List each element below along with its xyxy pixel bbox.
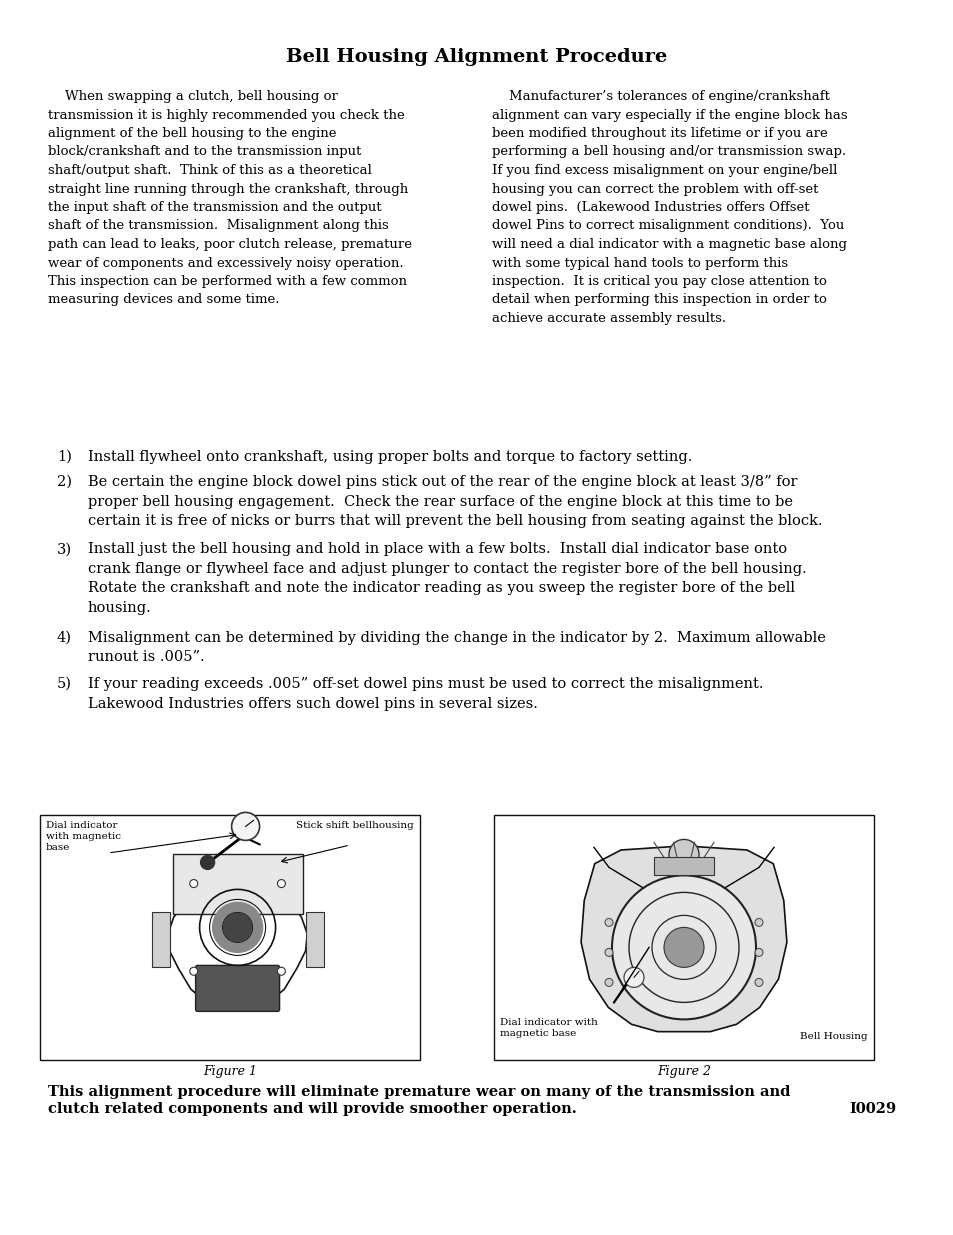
Text: 5): 5) xyxy=(57,677,71,692)
Text: Misalignment can be determined by dividing the change in the indicator by 2.  Ma: Misalignment can be determined by dividi… xyxy=(88,631,825,664)
Text: Figure 1: Figure 1 xyxy=(203,1065,256,1078)
Text: Dial indicator with
magnetic base: Dial indicator with magnetic base xyxy=(499,1018,598,1037)
Circle shape xyxy=(223,914,252,941)
Text: 1): 1) xyxy=(57,450,71,464)
Circle shape xyxy=(213,903,262,952)
Text: When swapping a clutch, bell housing or
transmission it is highly recommended yo: When swapping a clutch, bell housing or … xyxy=(48,90,412,306)
Text: Be certain the engine block dowel pins stick out of the rear of the engine block: Be certain the engine block dowel pins s… xyxy=(88,475,821,529)
Circle shape xyxy=(604,919,613,926)
Text: clutch related components and will provide smoother operation.: clutch related components and will provi… xyxy=(48,1102,577,1115)
Text: Manufacturer’s tolerances of engine/crankshaft
alignment can vary especially if : Manufacturer’s tolerances of engine/cran… xyxy=(492,90,846,325)
Text: Install just the bell housing and hold in place with a few bolts.  Install dial : Install just the bell housing and hold i… xyxy=(88,542,806,615)
Circle shape xyxy=(277,879,285,888)
Text: Stick shift bellhousing: Stick shift bellhousing xyxy=(296,821,414,830)
Circle shape xyxy=(663,927,703,967)
Circle shape xyxy=(277,967,285,976)
Text: 4): 4) xyxy=(57,631,71,645)
Circle shape xyxy=(612,876,755,1019)
Circle shape xyxy=(190,967,197,976)
Bar xyxy=(494,815,873,1060)
Circle shape xyxy=(200,856,214,869)
Bar xyxy=(40,815,419,1060)
FancyBboxPatch shape xyxy=(195,966,279,1011)
Polygon shape xyxy=(580,846,786,1031)
Circle shape xyxy=(604,978,613,987)
Text: 2): 2) xyxy=(57,475,71,489)
Text: Install flywheel onto crankshaft, using proper bolts and torque to factory setti: Install flywheel onto crankshaft, using … xyxy=(88,450,692,464)
Text: If your reading exceeds .005” off-set dowel pins must be used to correct the mis: If your reading exceeds .005” off-set do… xyxy=(88,677,762,710)
Circle shape xyxy=(232,813,259,840)
Text: I0029: I0029 xyxy=(848,1102,895,1115)
Circle shape xyxy=(754,978,762,987)
Text: Bell Housing Alignment Procedure: Bell Housing Alignment Procedure xyxy=(286,48,667,65)
Circle shape xyxy=(623,967,643,988)
Circle shape xyxy=(668,840,699,869)
Text: Bell Housing: Bell Housing xyxy=(800,1032,867,1041)
Circle shape xyxy=(754,919,762,926)
Bar xyxy=(654,857,713,876)
Bar xyxy=(305,913,323,967)
Circle shape xyxy=(754,948,762,956)
Text: Dial indicator
with magnetic
base: Dial indicator with magnetic base xyxy=(46,821,121,851)
Text: 3): 3) xyxy=(57,542,71,557)
Circle shape xyxy=(190,879,197,888)
Text: This alignment procedure will eliminate premature wear on many of the transmissi: This alignment procedure will eliminate … xyxy=(48,1086,789,1099)
Text: Figure 2: Figure 2 xyxy=(657,1065,710,1078)
Bar xyxy=(172,855,302,914)
Bar xyxy=(152,913,170,967)
Circle shape xyxy=(604,948,613,956)
